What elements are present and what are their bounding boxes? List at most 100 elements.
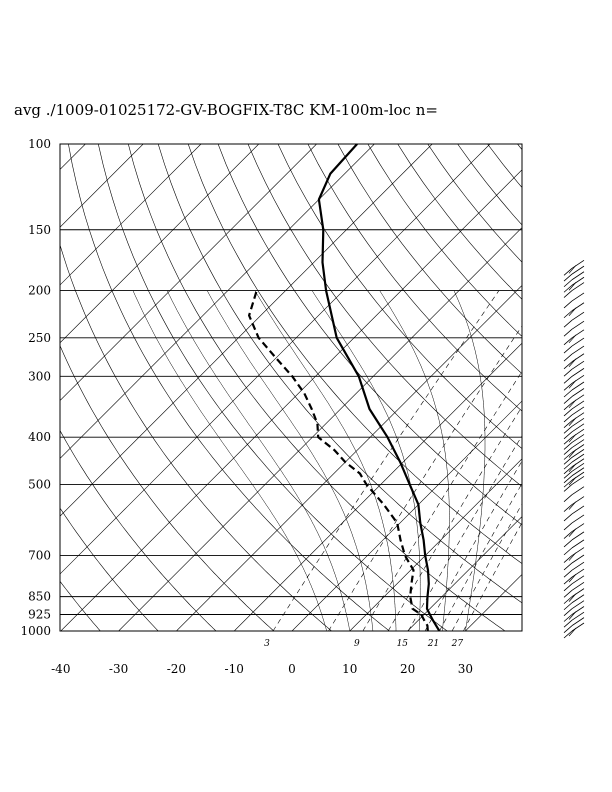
wind-barb: [563, 368, 585, 384]
wind-barb: [563, 617, 585, 633]
wind-barb-flag: [563, 361, 573, 370]
mixing-ratio-label: 21: [427, 639, 439, 649]
wind-barb: [563, 444, 585, 460]
wind-barb-staff: [571, 514, 585, 524]
wind-barb-staff: [571, 561, 585, 571]
isotherm-line: [581, 144, 612, 631]
wind-barb-staff: [571, 617, 585, 626]
wind-barb-flag: [568, 282, 577, 291]
temperature-tick-label: 30: [458, 662, 473, 676]
dry-adiabat-line: [307, 144, 522, 412]
wind-barb-flag: [563, 300, 573, 309]
pressure-tick-label: 925: [28, 608, 51, 622]
wind-barb: [563, 374, 585, 391]
temperature-tick-label: 20: [400, 662, 415, 676]
isotherm-line: [407, 516, 522, 631]
moist-adiabat-line: [311, 290, 421, 631]
wind-barb: [563, 547, 585, 563]
temperature-profile-line: [317, 144, 441, 631]
wind-barb-staff: [571, 276, 585, 286]
wind-barb-staff: [571, 320, 585, 330]
wind-barb-staff: [571, 259, 585, 269]
wind-barb: [563, 381, 585, 398]
wind-barb-flag: [563, 310, 573, 319]
wind-barb-flag: [563, 461, 573, 470]
mixing-ratio-line: [272, 290, 500, 631]
wind-barb-staff: [571, 486, 585, 496]
wind-barb: [563, 561, 585, 578]
wind-barb-flag: [568, 573, 577, 583]
wind-barb-flag: [563, 471, 573, 479]
dry-adiabat-line: [217, 144, 522, 526]
wind-barb-staff: [571, 302, 585, 312]
wind-barb-flag: [563, 279, 573, 288]
wind-barb-staff: [571, 600, 585, 610]
wind-barb-flag: [563, 596, 573, 604]
wind-barb-staff: [571, 568, 585, 578]
wind-barb-flag: [563, 290, 573, 298]
wind-barb-flag: [568, 358, 577, 367]
wind-barb-flag: [563, 619, 573, 628]
wind-barb-flag: [563, 576, 573, 585]
wind-barb-flag: [568, 593, 577, 602]
pressure-tick-label: 150: [28, 223, 51, 237]
isotherm-line: [291, 400, 522, 631]
moist-adiabat-line: [166, 290, 351, 631]
mixing-ratio-label: 9: [354, 639, 360, 649]
wind-barb-flag: [563, 408, 573, 417]
wind-barb-staff: [571, 505, 585, 515]
wind-barb-flag: [563, 494, 573, 503]
wind-barb-staff: [571, 388, 585, 397]
wind-barb-flag: [568, 265, 577, 274]
wind-barb: [563, 462, 585, 479]
wind-barb-flag: [568, 611, 577, 620]
wind-barb-flag: [563, 602, 573, 611]
wind-barb-flag: [563, 531, 573, 539]
temperature-tick-label: 0: [288, 662, 296, 676]
dry-adiabat-line: [277, 144, 522, 449]
wind-barb-staff: [571, 282, 585, 291]
chart-title: avg ./1009-01025172-GV-BOGFIX-T8C KM-100…: [14, 101, 438, 119]
wind-barb-staff: [571, 292, 585, 302]
dry-adiabat-line: [517, 144, 522, 151]
wind-barb-flag: [563, 273, 573, 282]
mixing-ratio-label: 27: [451, 639, 464, 649]
wind-barb: [563, 292, 585, 309]
wind-barb: [563, 471, 585, 488]
wind-barb: [563, 360, 585, 377]
wind-barb: [563, 554, 585, 571]
wind-barb-staff: [571, 368, 585, 377]
wind-barb-flag: [568, 528, 577, 537]
isotherm-line: [60, 144, 144, 228]
moist-adiabat-line: [254, 290, 397, 631]
temperature-tick-label: -30: [109, 662, 128, 676]
temperature-tick-label: -20: [167, 662, 186, 676]
dry-adiabat-line: [607, 144, 612, 631]
wind-barb-staff: [571, 575, 585, 585]
wind-barb-staff: [571, 434, 585, 443]
mixing-ratio-line: [463, 522, 522, 631]
wind-barb-staff: [571, 444, 585, 453]
wind-barb: [563, 476, 585, 492]
isotherm-line: [176, 284, 522, 631]
wind-barb: [563, 311, 585, 328]
wind-barb-flag: [563, 466, 573, 475]
wind-barb-flag: [563, 590, 573, 598]
moist-adiabat-line: [206, 290, 374, 631]
isotherm-line: [60, 144, 375, 459]
wind-barb-flag: [563, 630, 573, 639]
wind-barb-staff: [571, 374, 585, 384]
wind-barb-flag: [563, 436, 573, 445]
wind-barb-staff: [571, 439, 585, 448]
wind-barb: [563, 271, 585, 288]
wind-barb-flag: [563, 345, 573, 354]
wind-barb: [563, 581, 585, 598]
dewpoint-profile-line: [248, 290, 429, 631]
wind-barb: [563, 412, 585, 429]
wind-barb-staff: [571, 467, 585, 477]
wind-barb: [563, 606, 585, 622]
wind-barb: [563, 282, 585, 298]
wind-barb-staff: [571, 554, 585, 564]
wind-barb-staff: [571, 329, 585, 339]
